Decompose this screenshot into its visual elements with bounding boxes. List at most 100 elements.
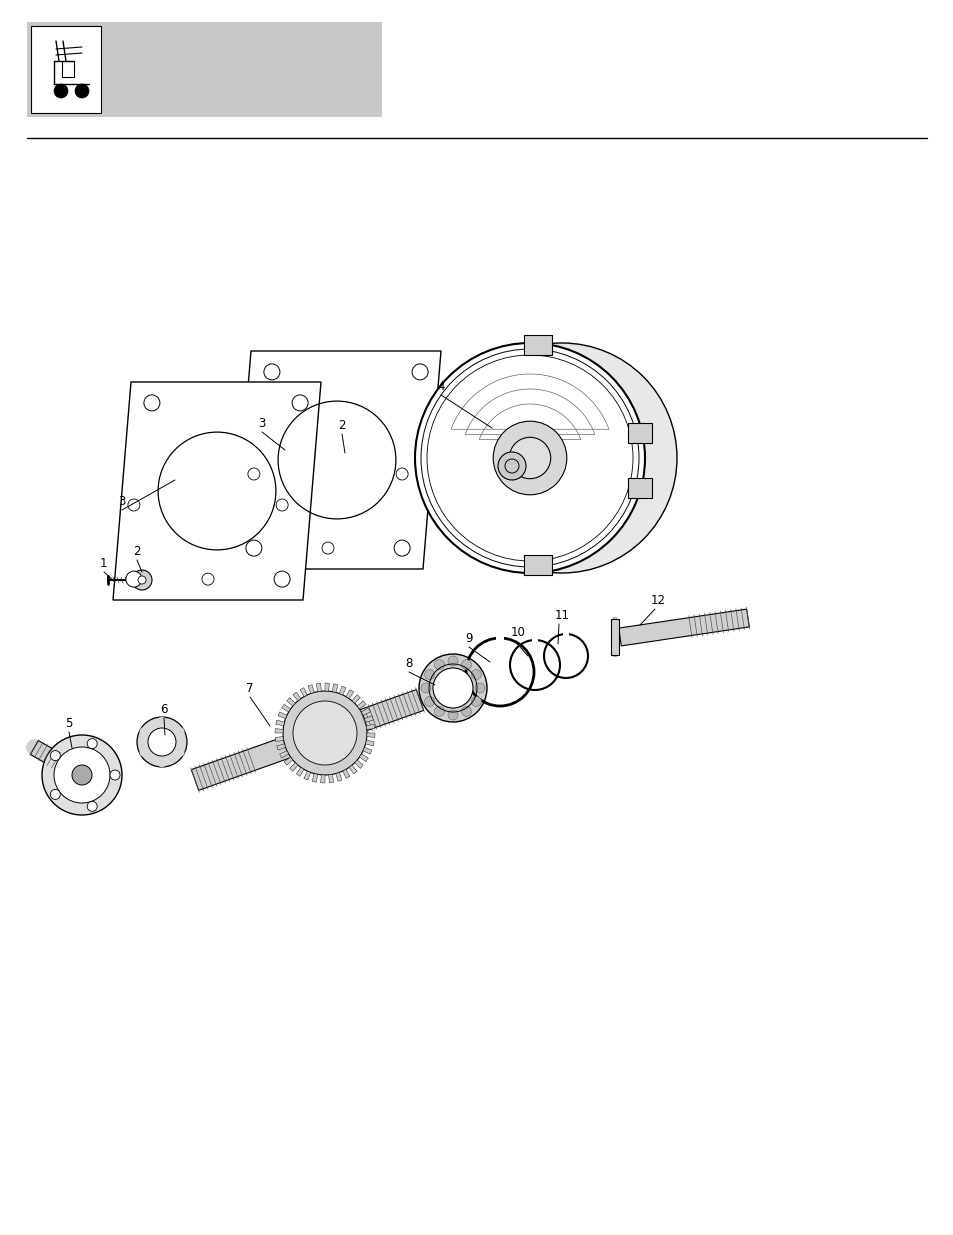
Circle shape bbox=[246, 540, 262, 556]
Text: 3: 3 bbox=[257, 417, 265, 430]
Polygon shape bbox=[361, 708, 370, 715]
Polygon shape bbox=[112, 382, 320, 600]
Circle shape bbox=[471, 669, 481, 679]
Text: 12: 12 bbox=[650, 594, 665, 606]
Bar bbox=[30, 26, 101, 112]
Polygon shape bbox=[275, 720, 284, 726]
Circle shape bbox=[132, 571, 152, 590]
Text: 1: 1 bbox=[100, 557, 108, 571]
Circle shape bbox=[144, 395, 160, 411]
Circle shape bbox=[322, 542, 334, 555]
Circle shape bbox=[137, 718, 187, 767]
Polygon shape bbox=[287, 698, 295, 706]
Circle shape bbox=[274, 571, 290, 587]
Bar bbox=[610, 619, 618, 655]
Circle shape bbox=[293, 701, 356, 764]
Circle shape bbox=[448, 710, 457, 720]
Polygon shape bbox=[312, 773, 317, 782]
Circle shape bbox=[434, 706, 444, 716]
Circle shape bbox=[110, 769, 120, 781]
Polygon shape bbox=[296, 767, 304, 777]
Polygon shape bbox=[274, 729, 283, 734]
Circle shape bbox=[202, 573, 213, 585]
Circle shape bbox=[461, 706, 471, 716]
Circle shape bbox=[75, 84, 89, 98]
Polygon shape bbox=[320, 774, 325, 783]
Circle shape bbox=[264, 364, 279, 380]
Bar bbox=[532, 638, 537, 643]
Circle shape bbox=[448, 656, 457, 666]
Polygon shape bbox=[299, 688, 307, 697]
Circle shape bbox=[424, 669, 435, 679]
Polygon shape bbox=[352, 695, 360, 703]
Polygon shape bbox=[316, 683, 321, 692]
Polygon shape bbox=[346, 689, 354, 699]
Polygon shape bbox=[364, 716, 373, 722]
Polygon shape bbox=[329, 774, 334, 783]
Bar bbox=[27, 22, 381, 117]
Circle shape bbox=[433, 668, 473, 708]
Polygon shape bbox=[366, 724, 375, 730]
Circle shape bbox=[71, 764, 91, 785]
Circle shape bbox=[126, 571, 142, 587]
Circle shape bbox=[509, 437, 550, 479]
Circle shape bbox=[87, 802, 97, 811]
Circle shape bbox=[51, 789, 60, 799]
Polygon shape bbox=[192, 689, 423, 790]
Circle shape bbox=[461, 659, 471, 669]
Polygon shape bbox=[339, 685, 346, 695]
Polygon shape bbox=[335, 772, 342, 782]
Circle shape bbox=[415, 343, 644, 573]
Polygon shape bbox=[365, 740, 374, 746]
Circle shape bbox=[395, 468, 408, 480]
Circle shape bbox=[158, 760, 166, 767]
Circle shape bbox=[420, 683, 431, 693]
Circle shape bbox=[140, 727, 148, 736]
Circle shape bbox=[497, 452, 525, 480]
Circle shape bbox=[418, 655, 486, 722]
Polygon shape bbox=[274, 736, 283, 742]
Bar bbox=[523, 335, 552, 354]
Polygon shape bbox=[284, 757, 293, 766]
Circle shape bbox=[471, 697, 481, 706]
Text: 5: 5 bbox=[65, 718, 72, 730]
Circle shape bbox=[54, 84, 68, 98]
Circle shape bbox=[434, 659, 444, 669]
Circle shape bbox=[138, 576, 146, 584]
Polygon shape bbox=[304, 771, 311, 781]
Text: 8: 8 bbox=[405, 657, 412, 671]
Bar bbox=[627, 478, 651, 498]
Circle shape bbox=[424, 697, 435, 706]
Polygon shape bbox=[342, 769, 350, 778]
Polygon shape bbox=[277, 711, 287, 719]
Circle shape bbox=[51, 751, 60, 761]
Circle shape bbox=[248, 468, 259, 480]
Polygon shape bbox=[363, 747, 372, 755]
Circle shape bbox=[140, 748, 148, 757]
Circle shape bbox=[176, 727, 184, 736]
Polygon shape bbox=[325, 683, 329, 692]
Circle shape bbox=[394, 540, 410, 556]
Polygon shape bbox=[279, 751, 289, 758]
Circle shape bbox=[447, 343, 677, 573]
Circle shape bbox=[475, 683, 484, 693]
Polygon shape bbox=[276, 743, 285, 750]
Circle shape bbox=[148, 727, 175, 756]
Polygon shape bbox=[332, 684, 337, 693]
Polygon shape bbox=[30, 741, 86, 782]
Bar bbox=[627, 424, 651, 443]
Polygon shape bbox=[293, 692, 300, 700]
Bar bbox=[496, 636, 503, 642]
Circle shape bbox=[87, 739, 97, 748]
Text: 7: 7 bbox=[246, 682, 253, 695]
Bar bbox=[562, 632, 568, 636]
Circle shape bbox=[493, 421, 566, 495]
Circle shape bbox=[292, 395, 308, 411]
Polygon shape bbox=[618, 609, 748, 646]
Text: 2: 2 bbox=[337, 419, 345, 432]
Bar bbox=[523, 555, 552, 576]
Polygon shape bbox=[356, 700, 366, 709]
Polygon shape bbox=[290, 763, 297, 772]
Polygon shape bbox=[233, 351, 440, 569]
Polygon shape bbox=[359, 755, 368, 762]
